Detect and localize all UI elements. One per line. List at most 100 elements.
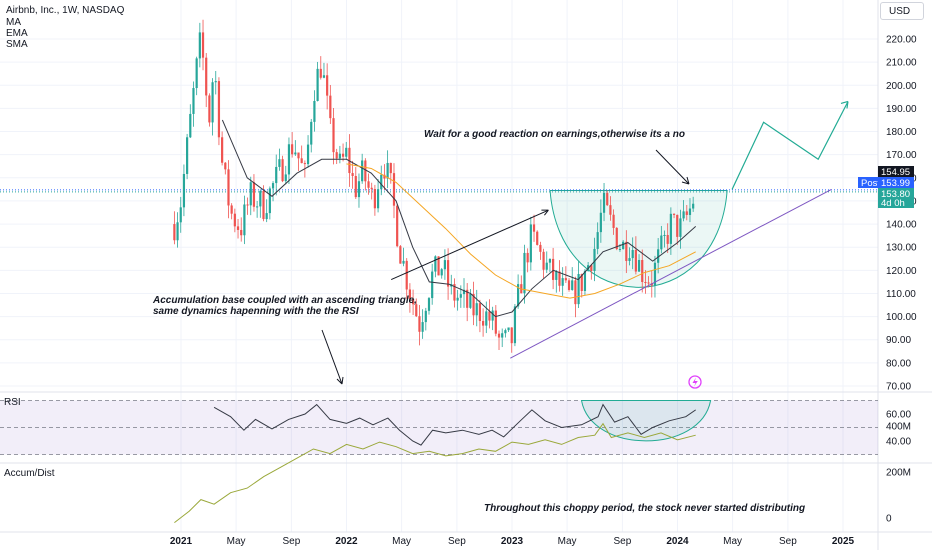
price-tick-label: 200.00 bbox=[886, 81, 917, 92]
candle-body bbox=[402, 260, 405, 264]
candle-body bbox=[446, 260, 450, 287]
time-tick-label: May bbox=[723, 536, 742, 547]
candle-body bbox=[421, 322, 424, 332]
post-price-tag bbox=[878, 177, 914, 188]
triangle-arrow-head bbox=[541, 209, 549, 216]
candle-body bbox=[256, 206, 259, 208]
candle-body bbox=[367, 181, 370, 188]
candle-body bbox=[628, 258, 631, 261]
candle-body bbox=[364, 160, 367, 182]
earnings-event-icon[interactable] bbox=[688, 375, 702, 389]
candle-body bbox=[618, 248, 622, 250]
candle-body bbox=[625, 241, 628, 261]
candle-body bbox=[173, 224, 176, 241]
ad-series bbox=[174, 422, 696, 523]
time-tick-label: May bbox=[558, 536, 577, 547]
candle-body bbox=[281, 159, 284, 182]
candle-body bbox=[300, 158, 303, 164]
candle-body bbox=[326, 75, 329, 96]
time-axis[interactable]: 2021 May Sep 2022 May Sep 2023 May Sep 2024 May Sep… bbox=[170, 536, 855, 547]
countdown-value: 4d 0h bbox=[881, 198, 905, 209]
candle-body bbox=[507, 327, 510, 331]
projection-arrow-head bbox=[840, 100, 849, 109]
ma-line bbox=[221, 119, 697, 318]
indicator-ema-label[interactable]: EMA bbox=[6, 28, 28, 39]
ad-tick-label: 400M bbox=[886, 422, 911, 433]
candle-body bbox=[558, 271, 561, 286]
candle-body bbox=[399, 246, 402, 264]
candle-body bbox=[249, 182, 252, 206]
ad-tick-label: 200M bbox=[886, 468, 911, 479]
candle-body bbox=[676, 214, 679, 237]
candle-body bbox=[485, 311, 488, 326]
accum-dist-line bbox=[174, 422, 696, 523]
earnings-pointer-arrow bbox=[655, 149, 690, 185]
price-axis[interactable]: 220.00210.00200.00190.00180.00170.00160.… bbox=[886, 35, 917, 525]
candle-body bbox=[666, 234, 669, 244]
candle-body bbox=[612, 214, 615, 228]
candle-body bbox=[653, 262, 657, 286]
candle-body bbox=[271, 183, 275, 189]
candle-body bbox=[494, 310, 497, 334]
candle-body bbox=[246, 204, 249, 206]
price-tick-label: 70.00 bbox=[886, 382, 911, 393]
candle-body bbox=[679, 218, 682, 237]
time-tick-label: May bbox=[227, 536, 246, 547]
candle-body bbox=[357, 181, 361, 198]
candle-body bbox=[606, 192, 609, 206]
candle-body bbox=[252, 182, 256, 207]
candle-body bbox=[268, 188, 271, 214]
time-tick-label: 2023 bbox=[501, 536, 524, 547]
candle-body bbox=[316, 68, 319, 101]
candle-body bbox=[631, 250, 634, 259]
candle-body bbox=[472, 293, 475, 316]
candle-body bbox=[335, 152, 338, 159]
time-tick-label: Sep bbox=[779, 536, 797, 547]
candle-body bbox=[233, 213, 236, 227]
candle-body bbox=[637, 260, 641, 272]
candle-body bbox=[644, 282, 647, 284]
candle-body bbox=[599, 212, 602, 233]
indicator-sma-label[interactable]: SMA bbox=[6, 39, 28, 50]
candle-body bbox=[513, 306, 517, 344]
rsi-pane-label[interactable]: RSI bbox=[4, 397, 21, 408]
overlay-lines bbox=[221, 119, 697, 318]
candle-body bbox=[567, 280, 571, 290]
candle-body bbox=[596, 232, 599, 249]
candle-body bbox=[431, 271, 434, 299]
candle-body bbox=[217, 81, 221, 138]
indicator-ma-label[interactable]: MA bbox=[6, 17, 21, 28]
currency-selector[interactable]: USD bbox=[880, 2, 924, 20]
price-tick-label: 100.00 bbox=[886, 312, 917, 323]
candle-body bbox=[532, 224, 536, 232]
candle-body bbox=[529, 224, 532, 263]
candle-body bbox=[303, 163, 306, 165]
rsi-tick-label: 60.00 bbox=[886, 410, 911, 421]
post-label: Post bbox=[861, 178, 880, 189]
candle-body bbox=[475, 303, 478, 316]
symbol-title[interactable]: Airbnb, Inc., 1W, NASDAQ bbox=[6, 5, 125, 16]
candle-body bbox=[418, 316, 421, 332]
candle-body bbox=[692, 203, 695, 209]
candle-body bbox=[411, 298, 415, 305]
candle-body bbox=[555, 271, 558, 280]
candle-body bbox=[338, 153, 341, 159]
rsi-pointer-arrow bbox=[321, 329, 344, 385]
candle-body bbox=[647, 282, 650, 284]
candle-body bbox=[405, 260, 408, 290]
candle-body bbox=[176, 222, 179, 241]
candle-body bbox=[526, 252, 529, 263]
candle-body bbox=[580, 274, 583, 292]
accumulation-note-line-1: Accumulation base coupled with an ascend… bbox=[152, 295, 417, 306]
candle-body bbox=[361, 160, 364, 182]
price-tick-label: 90.00 bbox=[886, 335, 911, 346]
candle-body bbox=[453, 284, 456, 301]
candle-body bbox=[590, 265, 593, 271]
annotation-drawings bbox=[321, 100, 849, 385]
candle-body bbox=[672, 213, 676, 215]
candle-body bbox=[201, 32, 205, 58]
ad-pane-label[interactable]: Accum/Dist bbox=[4, 468, 55, 479]
candle-body bbox=[380, 174, 383, 190]
candle-body bbox=[517, 284, 520, 307]
